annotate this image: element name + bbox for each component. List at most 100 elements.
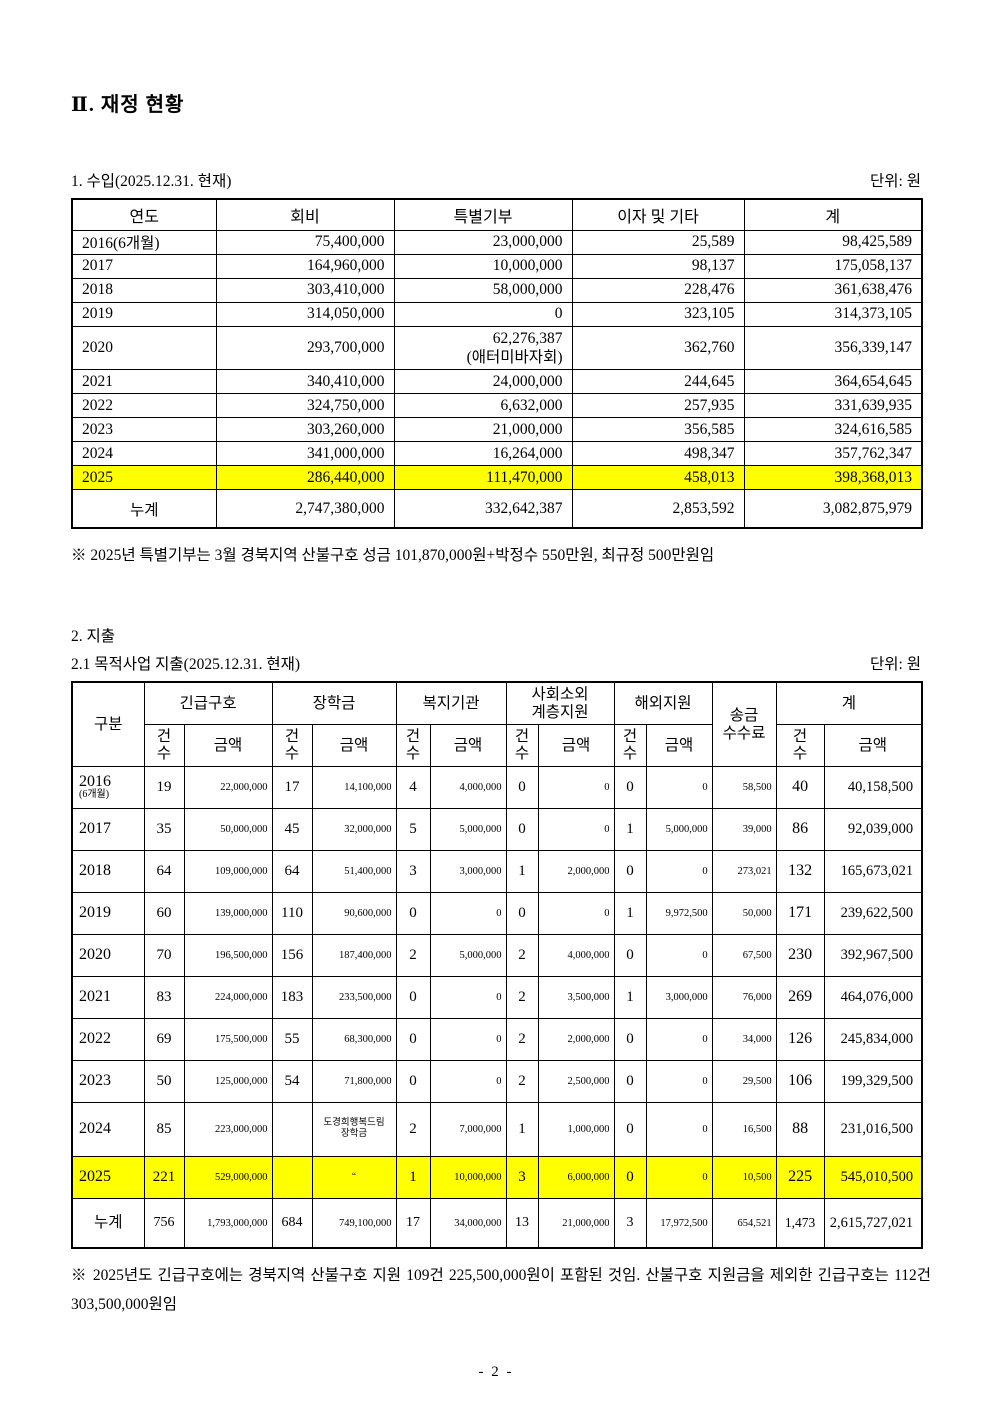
expense-scholarship-amount-cell: 32,000,000 xyxy=(311,807,397,851)
income-total-cell: 364,654,645 xyxy=(743,369,923,395)
income-interest-cell: 356,585 xyxy=(571,417,745,443)
expense-fee-cell: 39,000 xyxy=(711,807,777,851)
income-special-cell: 10,000,000 xyxy=(393,253,573,279)
expense-note: ※ 2025년도 긴급구호에는 경북지역 산불구호 지원 109건 225,50… xyxy=(71,1267,931,1314)
expense-relief-count-cell: 35 xyxy=(143,807,185,851)
expense-social-amount-cell: 2,500,000 xyxy=(537,1059,615,1103)
expense-welfare-amount-cell: 5,000,000 xyxy=(429,933,507,977)
expense-social-amount-cell: 4,000,000 xyxy=(537,933,615,977)
expense-scholarship-amount-cell: 14,100,000 xyxy=(311,765,397,809)
income-interest-cell: 244,645 xyxy=(571,369,745,395)
expense-overseas-count-cell: 0 xyxy=(613,933,647,977)
expense-total-count-cell: 126 xyxy=(775,1017,825,1061)
income-special-cell: 24,000,000 xyxy=(393,369,573,395)
income-unit-label: 단위: 원 xyxy=(870,173,921,190)
expense-welfare-amount-cell: 7,000,000 xyxy=(429,1101,507,1157)
income-heading: 1. 수입(2025.12.31. 현재) xyxy=(71,173,232,190)
expense-scholarship-amount-cell: 51,400,000 xyxy=(311,849,397,893)
expense-subcol-social-amount: 금액 xyxy=(537,723,615,767)
income-fee-cell: 2,747,380,000 xyxy=(215,489,395,529)
expense-overseas-count-cell: 3 xyxy=(613,1197,647,1249)
income-fee-cell: 293,700,000 xyxy=(215,325,395,371)
expense-year-cell: 2016 (6개월) xyxy=(71,765,145,809)
expense-total-count-cell: 106 xyxy=(775,1059,825,1103)
expense-total-count-cell: 86 xyxy=(775,807,825,851)
expense-scholarship-amount-cell: 187,400,000 xyxy=(311,933,397,977)
expense-subcol-total-amount: 금액 xyxy=(823,723,923,767)
expense-welfare-count-cell: 3 xyxy=(395,849,431,893)
income-year-cell: 2020 xyxy=(71,325,217,371)
expense-relief-count-cell: 83 xyxy=(143,975,185,1019)
income-total-cell: 398,368,013 xyxy=(743,465,923,491)
expense-relief-amount-cell: 224,000,000 xyxy=(183,975,273,1019)
expense-social-count-cell: 0 xyxy=(505,807,539,851)
income-total-cell: 356,339,147 xyxy=(743,325,923,371)
expense-subcol-welfare-amount: 금액 xyxy=(429,723,507,767)
income-col-total: 계 xyxy=(743,198,923,231)
income-total-cell: 3,082,875,979 xyxy=(743,489,923,529)
income-special-cell: 58,000,000 xyxy=(393,277,573,303)
income-table-row: 2022 324,750,000 6,632,000 257,935 331,639,9… xyxy=(71,393,923,419)
expense-scholarship-count-cell: 55 xyxy=(271,1017,313,1061)
expense-social-count-cell: 1 xyxy=(505,1101,539,1157)
income-total-cell: 331,639,935 xyxy=(743,393,923,419)
expense-table-row: 2021 83 224,000,000 183 233,500,000 0 0 2 3,500,… xyxy=(71,975,923,1019)
expense-welfare-count-cell: 1 xyxy=(395,1155,431,1199)
expense-scholarship-count-cell: 110 xyxy=(271,891,313,935)
expense-welfare-amount-cell: 10,000,000 xyxy=(429,1155,507,1199)
expense-overseas-amount-cell: 0 xyxy=(645,1059,713,1103)
income-year-cell: 2021 xyxy=(71,369,217,395)
expense-social-amount-cell: 0 xyxy=(537,807,615,851)
expense-scholarship-count-cell xyxy=(271,1155,313,1199)
expense-social-count-cell: 1 xyxy=(505,849,539,893)
expense-total-count-cell: 40 xyxy=(775,765,825,809)
expense-section-header: 2.1 목적사업 지출(2025.12.31. 현재) 단위: 원 xyxy=(71,652,921,674)
income-fee-cell: 75,400,000 xyxy=(215,229,395,255)
expense-fee-cell: 10,500 xyxy=(711,1155,777,1199)
income-fee-cell: 164,960,000 xyxy=(215,253,395,279)
expense-fee-cell: 67,500 xyxy=(711,933,777,977)
expense-relief-count-cell: 19 xyxy=(143,765,185,809)
expense-col-gubun: 구분 xyxy=(71,681,145,767)
expense-subcol-scholarship-count: 건 수 xyxy=(271,723,313,767)
expense-total-count-cell: 132 xyxy=(775,849,825,893)
expense-overseas-amount-cell: 0 xyxy=(645,765,713,809)
expense-relief-count-cell: 60 xyxy=(143,891,185,935)
expense-table-row: 2025 221 529,000,000 “1 10,000,000 3 6,000,000… xyxy=(71,1155,923,1199)
income-total-cell: 98,425,589 xyxy=(743,229,923,255)
expense-overseas-count-cell: 0 xyxy=(613,1101,647,1157)
expense-social-amount-cell: 1,000,000 xyxy=(537,1101,615,1157)
expense-total-amount-cell: 545,010,500 xyxy=(823,1155,923,1199)
expense-social-count-cell: 13 xyxy=(505,1197,539,1249)
expense-year-cell: 2023 xyxy=(71,1059,145,1103)
income-year-cell: 2019 xyxy=(71,301,217,327)
expense-overseas-amount-cell: 0 xyxy=(645,933,713,977)
income-interest-cell: 498,347 xyxy=(571,441,745,467)
income-interest-cell: 2,853,592 xyxy=(571,489,745,529)
expense-year-cell: 2021 xyxy=(71,975,145,1019)
expense-fee-cell: 50,000 xyxy=(711,891,777,935)
income-fee-cell: 324,750,000 xyxy=(215,393,395,419)
expense-relief-count-cell: 85 xyxy=(143,1101,185,1157)
expense-social-count-cell: 2 xyxy=(505,933,539,977)
income-special-cell: 16,264,000 xyxy=(393,441,573,467)
expense-year-cell: 2024 xyxy=(71,1101,145,1157)
income-special-cell: 23,000,000 xyxy=(393,229,573,255)
income-fee-cell: 303,410,000 xyxy=(215,277,395,303)
income-fee-cell: 286,440,000 xyxy=(215,465,395,491)
income-table-row: 2023 303,260,000 21,000,000 356,585 324,616,… xyxy=(71,417,923,443)
income-year-cell: 2023 xyxy=(71,417,217,443)
expense-table-row: 누계 756 1,793,000,000 684 749,100,000 17 34,000… xyxy=(71,1197,923,1249)
expense-social-amount-cell: 0 xyxy=(537,891,615,935)
expense-year-cell: 2019 xyxy=(71,891,145,935)
expense-welfare-count-cell: 0 xyxy=(395,1017,431,1061)
expense-scholarship-count-cell: 156 xyxy=(271,933,313,977)
expense-scholarship-count-cell: 183 xyxy=(271,975,313,1019)
expense-scholarship-count-cell: 64 xyxy=(271,849,313,893)
expense-welfare-amount-cell: 3,000,000 xyxy=(429,849,507,893)
expense-year-cell: 2022 xyxy=(71,1017,145,1061)
expense-overseas-count-cell: 0 xyxy=(613,1059,647,1103)
document-page: Ⅱ. 재정 현황 1. 수입(2025.12.31. 현재) 단위: 원 연도 … xyxy=(71,94,931,1380)
expense-relief-count-cell: 221 xyxy=(143,1155,185,1199)
expense-scholarship-amount-cell: 68,300,000 xyxy=(311,1017,397,1061)
